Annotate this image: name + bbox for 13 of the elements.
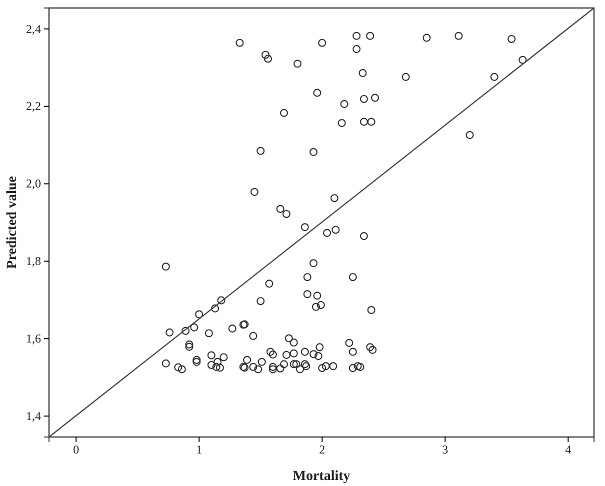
x-tick-label: 1	[196, 442, 202, 457]
x-axis-title: Mortality	[292, 469, 350, 484]
x-tick-label: 2	[319, 442, 326, 457]
x-tick-label: 0	[73, 442, 80, 457]
y-tick-label: 2,2	[26, 99, 41, 114]
y-tick-label: 1,4	[26, 408, 41, 423]
y-tick-label: 2,4	[26, 22, 41, 36]
x-tick-label: 3	[442, 442, 448, 457]
y-tick-label: 1,6	[26, 331, 41, 346]
y-tick-label: 1,8	[26, 254, 41, 268]
y-tick-label: 2,0	[26, 176, 41, 191]
x-tick-label: 4	[565, 442, 572, 457]
y-axis-title: Predicted value	[5, 176, 20, 269]
